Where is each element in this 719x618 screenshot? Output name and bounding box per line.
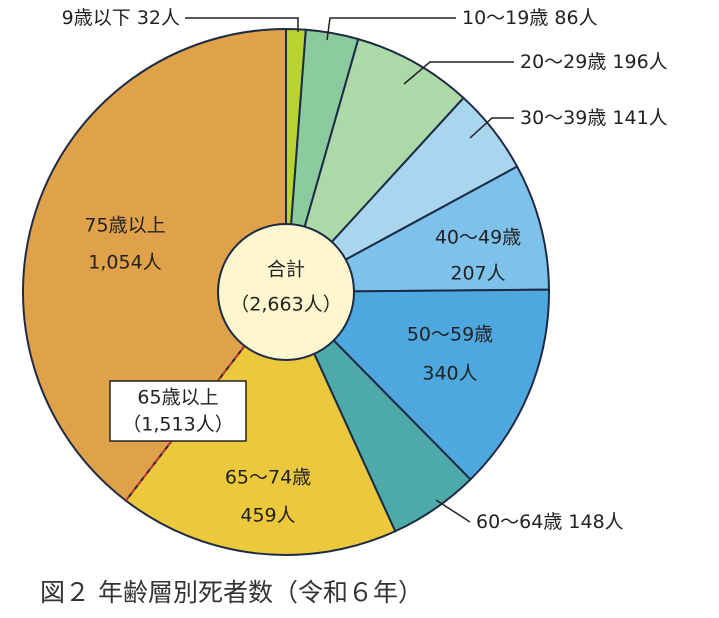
group-box bbox=[109, 380, 247, 442]
slice-label: 10～19歳 86人 bbox=[462, 7, 598, 29]
value-label: 86人 bbox=[554, 7, 597, 29]
category-label: 40～49歳 bbox=[435, 227, 521, 249]
category-label: 75歳以上 bbox=[84, 215, 165, 237]
pie-slice bbox=[285, 37, 465, 293]
value-label: 141人 bbox=[612, 107, 667, 129]
value-label: 1,054人 bbox=[88, 252, 161, 274]
group-boundary bbox=[125, 345, 246, 502]
value-label: 340人 bbox=[422, 363, 477, 385]
category-label: 9歳以下 bbox=[62, 7, 131, 29]
slice-label: 60～64歳 148人 bbox=[476, 511, 624, 533]
pie-slice bbox=[124, 290, 397, 556]
leader-line bbox=[326, 17, 456, 41]
leader-line bbox=[435, 499, 471, 523]
category-label: 60～64歳 bbox=[476, 511, 562, 533]
chart-title: 図２ 年齢層別死者数（令和６年） bbox=[40, 578, 423, 607]
pie-slice bbox=[22, 27, 287, 503]
group-value: （1,513人） bbox=[122, 414, 233, 436]
group-label: 65歳以上 bbox=[137, 387, 218, 409]
value-label: 148人 bbox=[568, 511, 623, 533]
total-label: 合計 bbox=[267, 259, 305, 281]
category-label: 30～39歳 bbox=[520, 107, 606, 129]
center-circle bbox=[217, 223, 355, 361]
slice-label: 30～39歳 141人 bbox=[520, 107, 668, 129]
category-label: 65～74歳 bbox=[225, 467, 311, 489]
pie-slice bbox=[283, 288, 550, 481]
leader-line bbox=[403, 61, 514, 85]
leader-line bbox=[469, 117, 514, 139]
total-value: （2,663人） bbox=[230, 294, 341, 316]
value-label: 459人 bbox=[240, 505, 295, 527]
leader-line bbox=[185, 17, 299, 32]
category-label: 20～29歳 bbox=[520, 51, 606, 73]
value-label: 196人 bbox=[612, 51, 667, 73]
value-label: 32人 bbox=[137, 7, 180, 29]
category-label: 10～19歳 bbox=[462, 7, 548, 29]
pie-slice bbox=[285, 165, 550, 293]
slice-label: 20～29歳 196人 bbox=[520, 51, 668, 73]
slice-label: 9歳以下 32人 bbox=[62, 7, 180, 29]
value-label: 207人 bbox=[450, 263, 505, 285]
category-label: 50～59歳 bbox=[407, 324, 493, 346]
